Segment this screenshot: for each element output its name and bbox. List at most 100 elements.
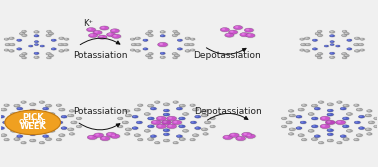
Circle shape — [0, 134, 7, 137]
Circle shape — [45, 125, 52, 128]
Circle shape — [14, 117, 20, 120]
Circle shape — [161, 120, 171, 125]
Circle shape — [308, 130, 314, 132]
Circle shape — [230, 133, 240, 137]
Circle shape — [17, 135, 23, 137]
Circle shape — [320, 124, 330, 129]
Circle shape — [125, 133, 130, 135]
Circle shape — [130, 38, 135, 40]
Ellipse shape — [368, 133, 369, 134]
Ellipse shape — [152, 108, 153, 109]
Circle shape — [319, 101, 324, 103]
Circle shape — [29, 113, 36, 116]
Circle shape — [146, 54, 151, 57]
Circle shape — [147, 104, 154, 107]
Circle shape — [312, 48, 318, 50]
Circle shape — [308, 113, 314, 115]
Circle shape — [192, 108, 198, 111]
Circle shape — [282, 125, 287, 128]
Circle shape — [330, 44, 334, 45]
Circle shape — [369, 121, 375, 124]
Circle shape — [177, 107, 183, 110]
Circle shape — [5, 44, 11, 46]
Circle shape — [143, 48, 148, 50]
Circle shape — [4, 49, 9, 51]
Circle shape — [45, 117, 52, 120]
Circle shape — [46, 34, 51, 37]
Circle shape — [136, 121, 142, 124]
Circle shape — [20, 54, 25, 57]
Circle shape — [14, 125, 20, 128]
Circle shape — [179, 117, 185, 120]
Circle shape — [225, 33, 234, 37]
Circle shape — [134, 108, 140, 111]
Circle shape — [341, 107, 346, 110]
Circle shape — [172, 34, 178, 37]
Circle shape — [49, 113, 55, 115]
Circle shape — [148, 57, 152, 59]
Circle shape — [201, 128, 208, 131]
Circle shape — [163, 103, 169, 106]
Ellipse shape — [60, 50, 61, 51]
Circle shape — [374, 125, 378, 128]
Circle shape — [343, 104, 349, 107]
Circle shape — [346, 130, 352, 132]
Circle shape — [148, 117, 154, 120]
Circle shape — [64, 38, 69, 40]
FancyArrowPatch shape — [80, 38, 120, 45]
Circle shape — [29, 45, 33, 47]
Ellipse shape — [204, 133, 205, 134]
Circle shape — [138, 139, 143, 141]
Circle shape — [359, 127, 365, 130]
Circle shape — [51, 48, 56, 50]
Ellipse shape — [149, 53, 150, 54]
Circle shape — [34, 41, 39, 43]
Circle shape — [43, 107, 49, 110]
Circle shape — [336, 120, 345, 125]
Circle shape — [360, 49, 364, 51]
Circle shape — [327, 129, 333, 132]
Circle shape — [289, 128, 295, 131]
Ellipse shape — [102, 137, 105, 138]
Circle shape — [30, 103, 36, 106]
Ellipse shape — [22, 142, 23, 143]
Circle shape — [346, 113, 352, 115]
Circle shape — [87, 28, 96, 32]
Circle shape — [30, 139, 36, 142]
Circle shape — [47, 57, 51, 59]
Circle shape — [298, 134, 304, 137]
Circle shape — [160, 56, 166, 58]
Circle shape — [210, 117, 215, 120]
Ellipse shape — [181, 105, 182, 106]
Circle shape — [330, 44, 334, 46]
Circle shape — [48, 33, 54, 35]
Circle shape — [132, 115, 138, 118]
Circle shape — [71, 121, 77, 124]
Circle shape — [110, 29, 119, 33]
Circle shape — [189, 44, 194, 46]
Circle shape — [34, 31, 39, 33]
Circle shape — [312, 117, 318, 120]
Circle shape — [59, 50, 64, 52]
Circle shape — [302, 104, 307, 106]
Circle shape — [311, 138, 318, 141]
Circle shape — [135, 50, 140, 52]
Circle shape — [94, 133, 104, 137]
Circle shape — [313, 48, 318, 50]
Circle shape — [130, 49, 135, 51]
Circle shape — [282, 125, 287, 128]
Circle shape — [29, 103, 36, 106]
Circle shape — [39, 142, 45, 144]
Circle shape — [179, 125, 186, 128]
Circle shape — [68, 114, 74, 117]
Circle shape — [56, 139, 62, 141]
Circle shape — [195, 127, 201, 129]
Ellipse shape — [290, 133, 291, 134]
Circle shape — [330, 41, 334, 43]
Ellipse shape — [44, 108, 45, 109]
Circle shape — [45, 138, 51, 140]
Ellipse shape — [71, 110, 72, 111]
Ellipse shape — [360, 116, 361, 117]
Circle shape — [221, 28, 230, 32]
Circle shape — [135, 50, 141, 52]
